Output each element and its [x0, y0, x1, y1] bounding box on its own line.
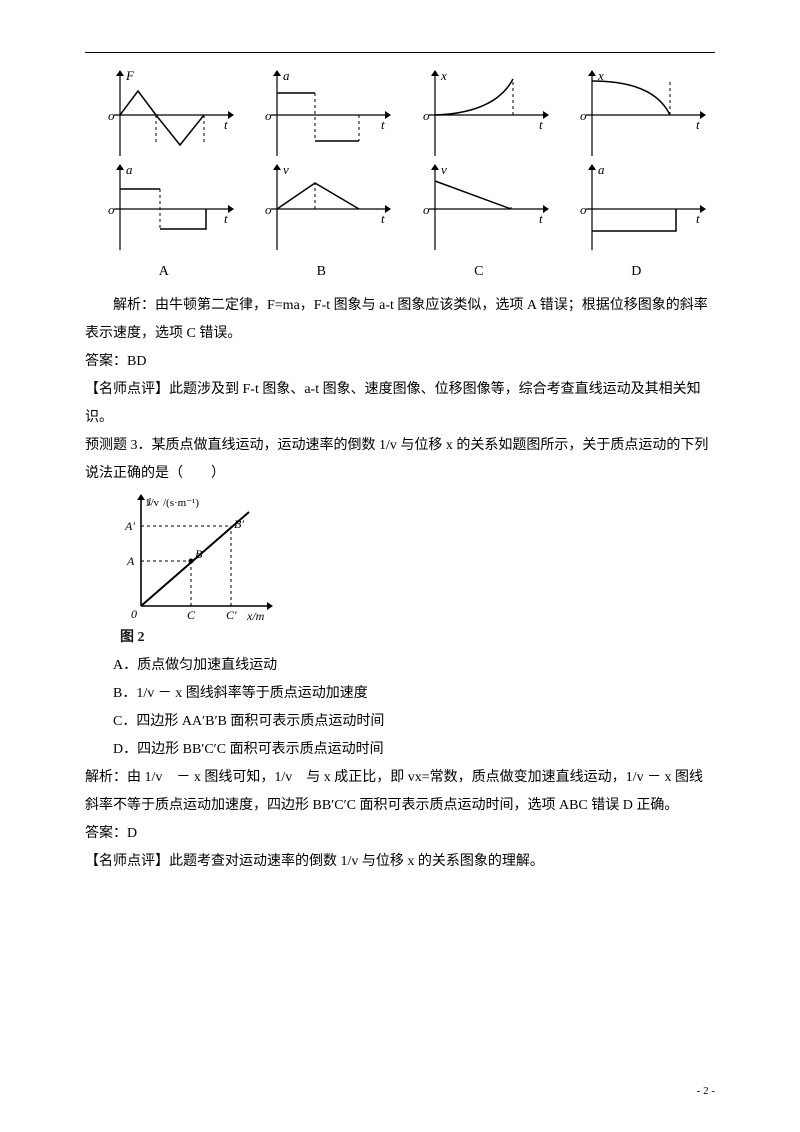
svg-text:t: t: [381, 211, 385, 226]
col-label-C: C: [409, 258, 549, 286]
svg-text:a: a: [126, 164, 133, 177]
svg-text:v: v: [441, 164, 447, 177]
page-number: - 2 -: [697, 1080, 715, 1102]
page-top-rule: [85, 52, 715, 53]
answer-3: 答案：D: [85, 820, 715, 848]
answer-3-value: D: [127, 826, 137, 841]
col-label-D: D: [566, 258, 706, 286]
svg-text:t: t: [539, 117, 543, 132]
svg-text:o: o: [423, 108, 430, 123]
chart-C2: v t o: [409, 164, 549, 254]
svg-text:1/v: 1/v: [145, 497, 160, 509]
figure-2-chart: 11/v/(s·m⁻¹)x/m0AA′BB′CC′: [113, 494, 715, 624]
chart-A1: Ft o: [94, 70, 234, 160]
svg-text:B: B: [195, 547, 203, 561]
chart-C1: x t o: [409, 70, 549, 160]
charts-row-bottom: a t o v t o v t o a t o: [85, 164, 715, 254]
svg-text:C: C: [187, 608, 196, 622]
svg-text:t: t: [381, 117, 385, 132]
svg-text:B′: B′: [234, 517, 244, 531]
answer-3-label: 答案：: [85, 826, 127, 841]
answer-1-value: BD: [127, 354, 146, 369]
col-label-B: B: [251, 258, 391, 286]
answer-1-label: 答案：: [85, 354, 127, 369]
svg-text:o: o: [265, 108, 272, 123]
svg-text:A: A: [126, 554, 135, 568]
svg-text:o: o: [580, 108, 587, 123]
charts-row-top: Ftoatoxtoxto: [85, 70, 715, 160]
figure-2-caption: 图 2: [85, 624, 715, 652]
svg-text:o: o: [423, 202, 430, 217]
svg-text:t: t: [696, 211, 700, 226]
option-C: C．四边形 AA′B′B 面积可表示质点运动时间: [85, 708, 715, 736]
option-B: B．1/v － x 图线斜率等于质点运动加速度: [85, 680, 715, 708]
svg-text:x: x: [440, 70, 447, 83]
svg-text:o: o: [108, 202, 115, 217]
answer-1: 答案：BD: [85, 348, 715, 376]
svg-text:a: a: [598, 164, 605, 177]
analysis-1: 解析：由牛顿第二定律，F=ma，F-t 图象与 a-t 图象应该类似，选项 A …: [85, 292, 715, 348]
comment-1: 【名师点评】此题涉及到 F-t 图象、a-t 图象、速度图像、位移图像等，综合考…: [85, 376, 715, 432]
option-A: A．质点做匀加速直线运动: [85, 652, 715, 680]
svg-text:t: t: [539, 211, 543, 226]
chart-column-labels: A B C D: [85, 258, 715, 286]
physics-charts-grid: Ftoatoxtoxtoatovtovtoato: [85, 70, 715, 254]
svg-text:C′: C′: [226, 608, 237, 622]
analysis-3: 解析：由 1/v － x 图线可知，1/v 与 x 成正比，即 vx=常数，质点…: [85, 764, 715, 820]
svg-text:a: a: [283, 70, 290, 83]
svg-text:v: v: [283, 164, 289, 177]
svg-text:A′: A′: [124, 519, 135, 533]
svg-text:o: o: [580, 202, 587, 217]
svg-text:F: F: [125, 70, 135, 83]
svg-text:t: t: [224, 211, 228, 226]
col-label-A: A: [94, 258, 234, 286]
svg-text:t: t: [696, 117, 700, 132]
svg-text:o: o: [108, 108, 115, 123]
svg-text:0: 0: [131, 607, 137, 621]
chart-B1: a t o: [251, 70, 391, 160]
svg-text:o: o: [265, 202, 272, 217]
chart-D1: xto: [566, 70, 706, 160]
svg-text:t: t: [224, 117, 228, 132]
chart-D2: a t o: [566, 164, 706, 254]
chart-B2: v t o: [251, 164, 391, 254]
svg-text:/(s·m⁻¹): /(s·m⁻¹): [163, 497, 199, 509]
svg-text:x/m: x/m: [246, 609, 265, 623]
question-3: 预测题 3．某质点做直线运动，运动速率的倒数 1/v 与位移 x 的关系如题图所…: [85, 432, 715, 488]
comment-3: 【名师点评】此题考查对运动速率的倒数 1/v 与位移 x 的关系图象的理解。: [85, 848, 715, 876]
option-D: D．四边形 BB′C′C 面积可表示质点运动时间: [85, 736, 715, 764]
chart-A2: a t o: [94, 164, 234, 254]
